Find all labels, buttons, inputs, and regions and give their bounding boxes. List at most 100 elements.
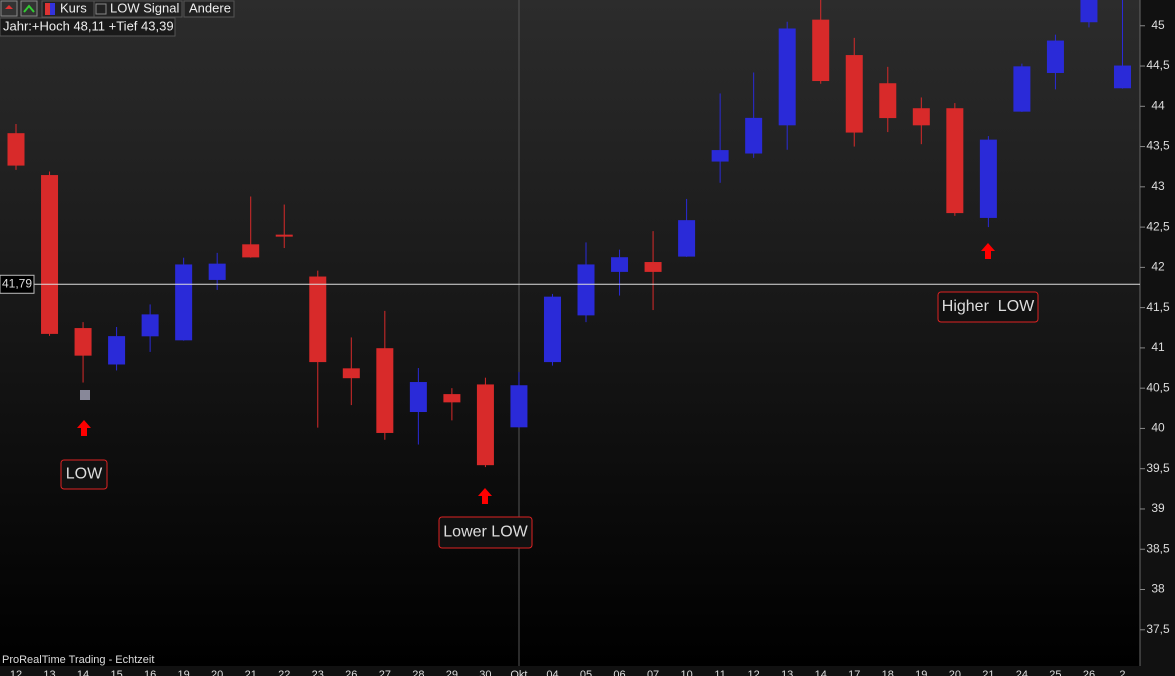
x-tick-label: Okt — [510, 669, 527, 676]
y-tick-label: 43,5 — [1146, 139, 1170, 153]
icon — [23, 4, 35, 13]
candle-body — [175, 264, 193, 341]
y-tick-label: 39,5 — [1146, 461, 1170, 475]
x-tick-label: 13 — [781, 669, 793, 676]
y-tick-label: 39 — [1151, 501, 1165, 515]
candle-body — [443, 394, 461, 403]
x-tick-label: 14 — [77, 669, 89, 676]
x-tick-label: 04 — [546, 669, 558, 676]
annotation-box — [937, 291, 1039, 323]
x-tick-label: 16 — [144, 669, 156, 676]
candle-body — [208, 263, 226, 280]
annotation: LOW — [66, 466, 103, 483]
x-tick-label: 18 — [882, 669, 894, 676]
candle-body — [74, 328, 92, 356]
x-tick-label: 22 — [278, 669, 290, 676]
candle-body — [778, 28, 796, 126]
button[interactable] — [20, 0, 38, 17]
candle-body — [1113, 65, 1131, 89]
candle-body — [7, 133, 25, 166]
annotation: Higher LOW — [942, 298, 1035, 315]
toolbar: Kurs LOW Signal Andere Jahr:+Hoch 48,11 … — [0, 0, 235, 37]
signal-icon — [80, 390, 90, 400]
candle-body — [1046, 40, 1064, 73]
info-box — [0, 17, 176, 37]
y-tick-label: 45 — [1151, 18, 1165, 32]
candle-body — [41, 175, 59, 334]
button[interactable] — [93, 0, 183, 18]
x-tick-label: 11 — [714, 669, 725, 676]
y-tick-label: 41,5 — [1146, 300, 1170, 314]
x-tick-label: 26 — [1083, 669, 1095, 676]
toolbar-item[interactable]: Kurs — [60, 0, 87, 15]
axis-panel — [1140, 0, 1175, 676]
x-tick-label: 25 — [1049, 669, 1061, 676]
candle-body — [946, 108, 964, 214]
candle-body — [510, 385, 528, 428]
checkbox[interactable] — [95, 3, 107, 15]
x-tick-label: 28 — [412, 669, 424, 676]
x-axis-panel — [0, 666, 1140, 676]
x-tick-label: 05 — [580, 669, 592, 676]
x-tick-label: 19 — [178, 669, 190, 676]
x-tick-label: 23 — [312, 669, 324, 676]
candle-body — [845, 55, 863, 133]
candle-body — [108, 336, 126, 365]
x-tick-label: 20 — [211, 669, 223, 676]
candle-body — [1013, 66, 1031, 112]
candle-body — [979, 139, 997, 218]
x-tick-label: 13 — [43, 669, 55, 676]
x-tick-label: 24 — [1016, 669, 1028, 676]
icon — [5, 5, 13, 9]
info: Jahr:+Hoch 48,11 +Tief 43,39 — [3, 18, 174, 33]
candle-body — [711, 150, 729, 162]
candle-body — [644, 262, 662, 272]
x-tick-label: 12 — [10, 669, 22, 676]
x-tick-label: 2 — [1119, 669, 1125, 676]
x-tick-label: 20 — [949, 669, 961, 676]
candle-body — [242, 244, 260, 258]
x-tick-label: 17 — [848, 669, 860, 676]
y-tick-label: 38,5 — [1146, 541, 1170, 555]
candle-body — [409, 382, 427, 413]
candle-body — [376, 348, 394, 433]
arrow — [77, 420, 91, 436]
icon — [45, 3, 50, 15]
x-tick-label: 15 — [110, 669, 122, 676]
candle-body — [912, 108, 930, 126]
icon — [50, 3, 55, 15]
arrow — [478, 488, 492, 504]
y-tick-label: 44 — [1151, 98, 1165, 112]
x-tick-label: 06 — [613, 669, 625, 676]
candle-body — [342, 368, 360, 379]
x-tick-label: 21 — [245, 669, 257, 676]
candle-body — [812, 19, 830, 82]
price-label-box — [0, 274, 35, 294]
x-tick-label: 07 — [647, 669, 659, 676]
y-tick-label: 41 — [1151, 340, 1165, 354]
y-tick-label: 37,5 — [1146, 622, 1170, 636]
x-tick-label: 10 — [680, 669, 692, 676]
candle-body — [577, 264, 595, 316]
button[interactable] — [183, 0, 235, 18]
candle-body — [543, 296, 561, 363]
y-tick-label: 42 — [1151, 260, 1165, 274]
footer: ProRealTime Trading - Echtzeit — [2, 654, 154, 666]
y-tick-label: 44,5 — [1146, 58, 1170, 72]
x-tick-label: 30 — [479, 669, 491, 676]
price-label: 41,79 — [2, 276, 32, 290]
x-tick-label: 26 — [345, 669, 357, 676]
y-tick-label: 42,5 — [1146, 219, 1170, 233]
candle-body — [309, 276, 327, 363]
candle-body — [678, 220, 696, 257]
y-tick-label: 40 — [1151, 421, 1165, 435]
x-tick-label: 27 — [379, 669, 391, 676]
candle-body — [141, 314, 159, 337]
y-tick-label: 38 — [1151, 582, 1165, 596]
plot-background — [0, 0, 1140, 666]
arrow — [981, 243, 995, 259]
toolbar-item[interactable]: Andere — [189, 0, 231, 15]
toolbar-item[interactable]: LOW Signal — [110, 0, 179, 15]
